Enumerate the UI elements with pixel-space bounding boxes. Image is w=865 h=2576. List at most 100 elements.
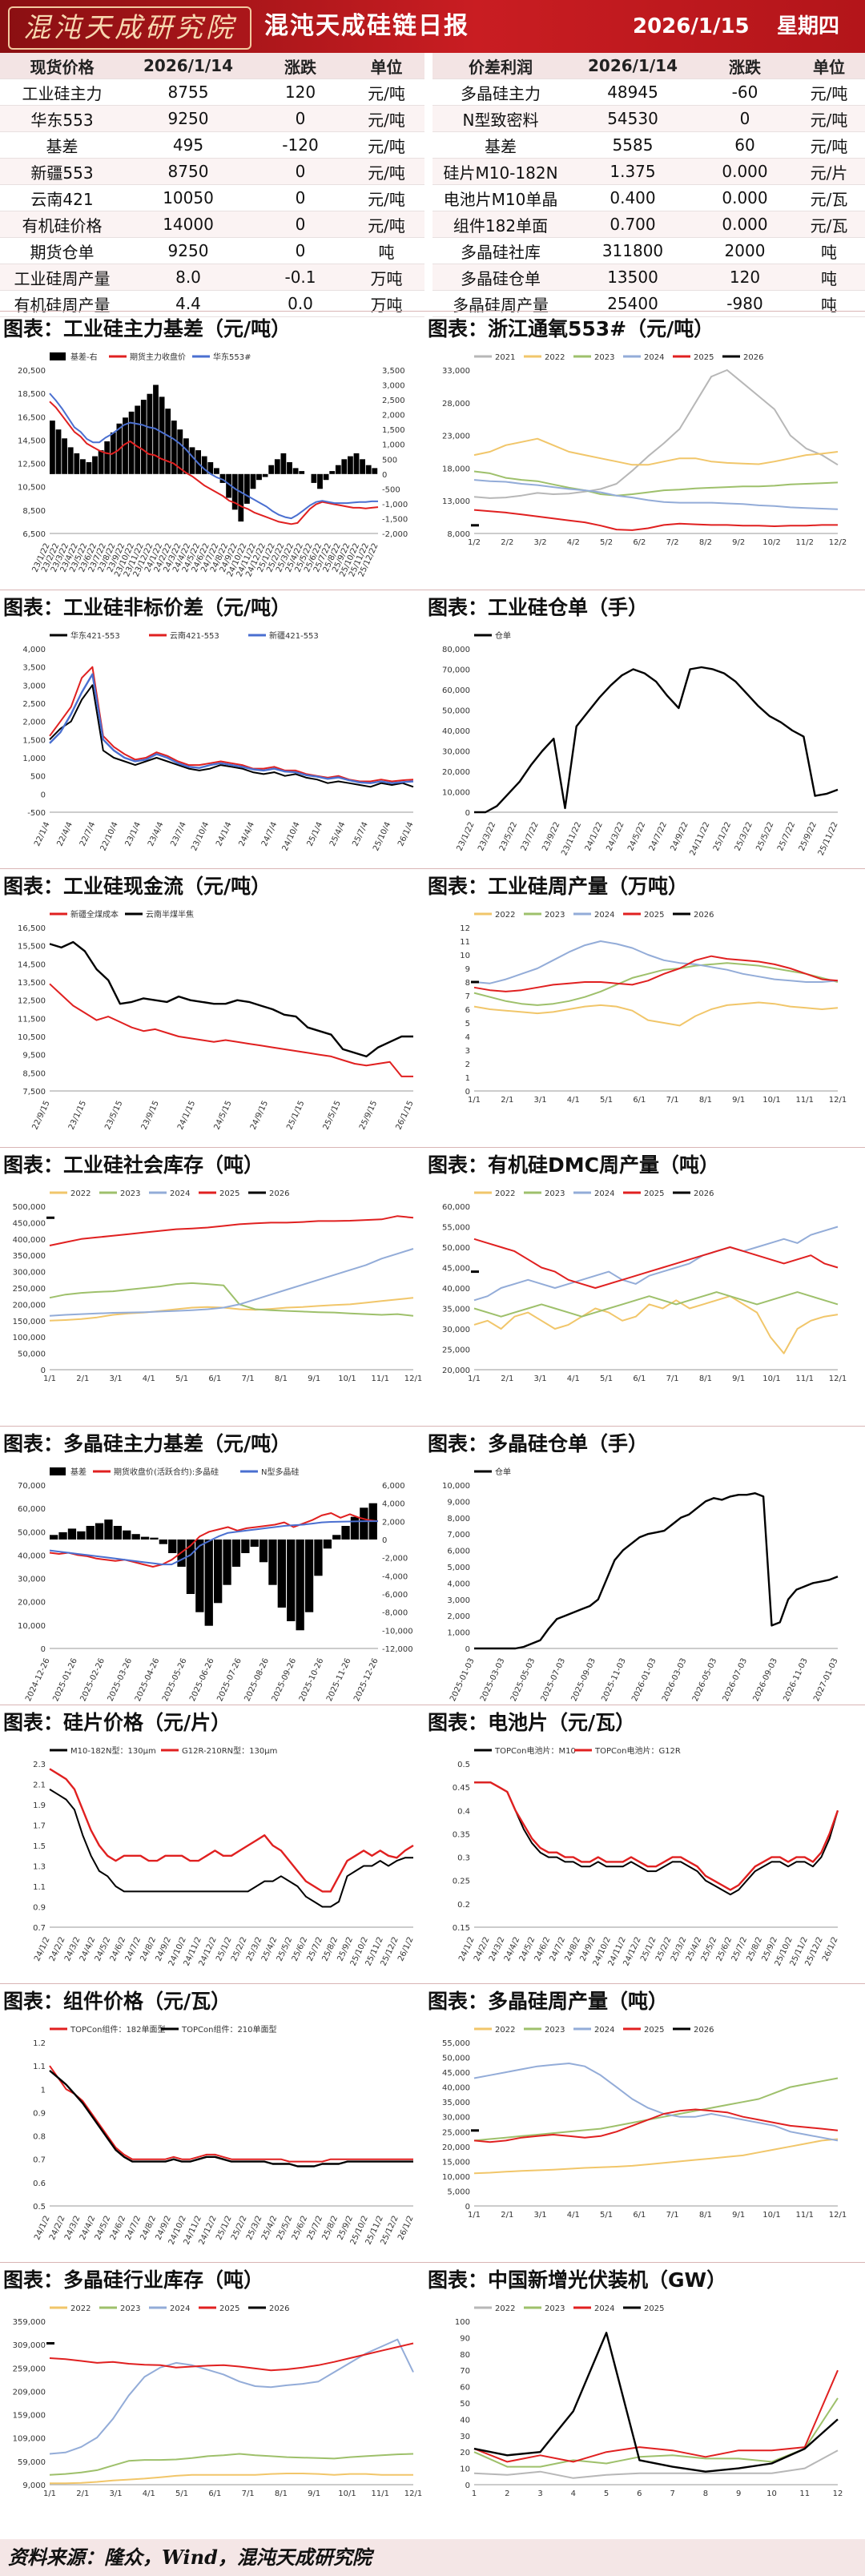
y-tick-label: 12,500 <box>18 461 46 469</box>
report-title: 混沌天成硅链日报 <box>264 12 469 40</box>
y-tick-label: 2,500 <box>22 700 46 709</box>
y-tick-label: 20,000 <box>442 768 470 777</box>
y-tick-label: 16,500 <box>18 924 46 933</box>
y-tick-label: 9,000 <box>447 1498 470 1507</box>
y-tick-label: 10,500 <box>18 1033 46 1042</box>
chart-c1: 基差-右 期货主力收盘价 华东553# 6,500 8,500 10,500 12,500 1… <box>18 352 408 578</box>
x-tick-label: 5/1 <box>600 1375 613 1383</box>
series-line <box>474 666 839 814</box>
x-tick-label: 3/1 <box>109 2489 122 2498</box>
legend-label: 2025 <box>644 911 664 920</box>
series-line <box>49 983 413 1077</box>
y-tick-label: 50,000 <box>442 707 470 716</box>
x-tick-label: 8/1 <box>275 2489 288 2498</box>
series-line <box>49 1248 414 1317</box>
table-cell: 8750 <box>124 158 252 185</box>
series-line <box>50 2473 413 2485</box>
basis-bar <box>183 438 189 474</box>
y-tick-label: 13,500 <box>18 979 46 988</box>
table-cell: 5585 <box>569 131 697 159</box>
y-tick-label: 0.2 <box>457 1901 470 1910</box>
table-row: 工业硅主力 8755 120 元/吨 <box>0 78 424 106</box>
table-cell: 多晶硅仓单 <box>432 264 569 291</box>
legend-label: 2022 <box>495 2026 515 2035</box>
x-tick-label: 24/9/22 <box>670 821 690 853</box>
y-tick-label: 40,000 <box>442 2084 470 2093</box>
basis-bar <box>55 429 62 474</box>
table-header-cell: 2026/1/14 <box>569 53 697 79</box>
y-tick-label: 209,000 <box>13 2388 46 2397</box>
basis-bar <box>317 473 323 489</box>
chart-legend: 仓单 <box>474 1467 511 1477</box>
table-cell: 60 <box>697 131 793 159</box>
table-header-cell: 单位 <box>793 53 865 79</box>
legend-label: 新疆421-553 <box>269 630 319 641</box>
legend-label: 华东553# <box>213 352 251 362</box>
legend-label: M10-182N型：130μm <box>70 1745 156 1756</box>
table-cell: -980 <box>697 290 793 317</box>
y-tick-label: 70,000 <box>442 666 470 675</box>
basis-bar <box>77 1531 86 1540</box>
y2-tick-label: 2,500 <box>382 396 405 405</box>
y-tick-label: 3 <box>465 1047 470 1056</box>
y-tick-label: 50,000 <box>18 1350 46 1359</box>
table-row: 期货仓单 9250 0 吨 <box>0 237 424 264</box>
y-tick-label: 0.3 <box>457 1854 470 1863</box>
legend-label: 2022 <box>70 2304 91 2313</box>
y-tick-label: 0 <box>41 1366 46 1375</box>
x-tick-label: 24/4/4 <box>238 821 257 848</box>
x-tick-label: 2026-09-03 <box>752 1657 780 1701</box>
table-row: 基差 5585 60 元/吨 <box>432 131 865 159</box>
x-tick-label: 24/1/4 <box>215 821 234 848</box>
x-tick-label: 3 <box>537 2489 542 2498</box>
basis-bar <box>74 453 80 474</box>
y-tick-label: 6,500 <box>22 530 46 539</box>
basis-bar <box>95 1523 104 1540</box>
basis-bar <box>204 1540 213 1626</box>
x-tick-label: 23/7/4 <box>169 821 188 848</box>
table-row: N型致密料 54530 0 元/吨 <box>432 105 865 132</box>
legend-label: 2026 <box>694 1189 714 1198</box>
basis-bar <box>268 465 275 474</box>
y2-tick-label: 2,000 <box>382 1518 405 1527</box>
y-tick-label: 40 <box>460 2416 470 2425</box>
table-cell: 2000 <box>697 237 793 264</box>
y-tick-label: 100,000 <box>13 1334 46 1342</box>
series-line <box>473 470 839 497</box>
x-tick-label: 8 <box>703 2489 708 2498</box>
x-tick-label: 9/1 <box>732 1375 745 1383</box>
x-tick-label: 2025-05-03 <box>509 1657 537 1701</box>
y2-tick-label: 3,000 <box>382 382 405 391</box>
series-line <box>49 392 378 520</box>
legend-label: 2024 <box>170 2304 190 2313</box>
x-tick-label: 8/1 <box>699 1096 712 1105</box>
table-cell: 基差 <box>432 131 569 159</box>
table-cell: 多晶硅主力 <box>432 78 569 106</box>
legend-label: 2023 <box>545 1189 565 1198</box>
basis-bar <box>140 1536 150 1540</box>
x-tick-label: 25/7/22 <box>776 821 797 853</box>
basis-bar <box>287 462 292 474</box>
y-tick-label: 350,000 <box>13 1252 46 1261</box>
y-tick-label: 50,000 <box>442 1244 470 1253</box>
chart-legend: 2022 2023 2024 2025 2026 <box>474 2026 714 2035</box>
x-tick-label: 25/7/4 <box>351 821 370 848</box>
table-cell: 元/吨 <box>348 131 424 159</box>
x-tick-label: 3/1 <box>533 2211 546 2220</box>
y-tick-label: 10,500 <box>18 484 46 493</box>
basis-bar <box>165 409 171 474</box>
basis-bar <box>365 465 372 474</box>
y2-tick-label: -12,000 <box>382 1645 413 1654</box>
x-tick-label: 9/1 <box>732 1096 745 1105</box>
y-tick-label: 50,000 <box>442 2055 470 2063</box>
x-tick-label: 10/1 <box>338 1375 356 1383</box>
y-tick-label: 2,000 <box>22 718 46 727</box>
legend-label: TOPCon组件：182单面型 <box>70 2024 166 2035</box>
x-tick-label: 25/1/22 <box>712 821 733 853</box>
legend-label: 2025 <box>694 353 714 362</box>
x-tick-label: 4/1 <box>143 1375 155 1383</box>
y-tick-label: 59,000 <box>18 2458 46 2467</box>
y-tick-label: 8 <box>465 979 470 988</box>
basis-bar <box>256 473 262 481</box>
y-tick-label: 8,500 <box>22 507 46 516</box>
